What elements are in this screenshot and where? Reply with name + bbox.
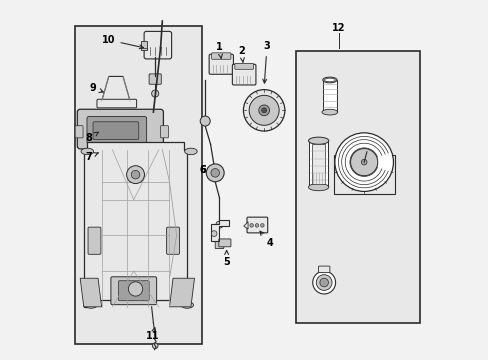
Text: 7: 7 — [85, 152, 98, 162]
Text: 11: 11 — [145, 328, 159, 341]
Circle shape — [128, 282, 142, 296]
FancyBboxPatch shape — [318, 266, 329, 273]
FancyBboxPatch shape — [88, 227, 101, 254]
Ellipse shape — [322, 109, 337, 115]
Ellipse shape — [308, 184, 328, 191]
FancyBboxPatch shape — [144, 31, 171, 59]
FancyBboxPatch shape — [75, 126, 83, 138]
Circle shape — [210, 168, 219, 177]
FancyBboxPatch shape — [77, 109, 163, 149]
Ellipse shape — [181, 302, 193, 308]
FancyBboxPatch shape — [160, 126, 168, 138]
FancyBboxPatch shape — [232, 64, 255, 85]
Circle shape — [334, 133, 393, 192]
Circle shape — [211, 231, 217, 237]
Circle shape — [361, 159, 366, 165]
Polygon shape — [333, 155, 394, 194]
FancyBboxPatch shape — [93, 122, 139, 140]
Bar — [308, 141, 328, 187]
Circle shape — [350, 149, 377, 176]
FancyBboxPatch shape — [218, 239, 230, 247]
FancyBboxPatch shape — [111, 277, 156, 305]
FancyBboxPatch shape — [246, 217, 267, 233]
Bar — [141, 41, 147, 50]
Polygon shape — [244, 222, 247, 229]
Circle shape — [152, 343, 158, 348]
Bar — [311, 144, 325, 184]
Text: 3: 3 — [262, 41, 270, 83]
Bar — [296, 51, 419, 323]
FancyBboxPatch shape — [211, 53, 230, 59]
Text: 6: 6 — [199, 165, 205, 175]
Circle shape — [316, 275, 331, 291]
Bar — [75, 26, 201, 344]
Bar — [323, 80, 336, 112]
Ellipse shape — [324, 78, 335, 82]
FancyBboxPatch shape — [234, 64, 253, 69]
Polygon shape — [83, 143, 187, 307]
Polygon shape — [169, 278, 194, 307]
Circle shape — [243, 90, 285, 131]
Text: 9: 9 — [89, 83, 103, 93]
Polygon shape — [80, 278, 102, 307]
Text: 2: 2 — [238, 46, 244, 62]
Circle shape — [249, 224, 253, 227]
FancyBboxPatch shape — [209, 54, 233, 74]
Circle shape — [319, 278, 328, 287]
Circle shape — [206, 164, 224, 182]
FancyBboxPatch shape — [97, 99, 136, 108]
Circle shape — [261, 108, 266, 113]
FancyBboxPatch shape — [118, 281, 149, 301]
Polygon shape — [210, 220, 229, 241]
Text: 8: 8 — [85, 132, 98, 143]
Polygon shape — [102, 76, 130, 102]
FancyBboxPatch shape — [166, 227, 179, 254]
Ellipse shape — [81, 148, 93, 155]
Circle shape — [216, 221, 223, 228]
Circle shape — [151, 90, 159, 97]
Circle shape — [312, 271, 335, 294]
Text: 12: 12 — [332, 23, 345, 33]
Ellipse shape — [308, 137, 328, 144]
Text: 6: 6 — [199, 165, 205, 175]
Text: 5: 5 — [223, 251, 229, 267]
Circle shape — [200, 116, 210, 126]
FancyBboxPatch shape — [87, 116, 146, 144]
FancyBboxPatch shape — [149, 74, 161, 84]
Ellipse shape — [84, 302, 97, 308]
Circle shape — [131, 170, 140, 179]
Circle shape — [248, 95, 279, 125]
Text: 1: 1 — [216, 42, 223, 58]
Circle shape — [255, 224, 258, 227]
Circle shape — [126, 166, 144, 184]
FancyBboxPatch shape — [215, 241, 224, 249]
Text: 4: 4 — [260, 231, 273, 248]
Circle shape — [258, 105, 269, 116]
Ellipse shape — [184, 148, 197, 155]
Ellipse shape — [322, 77, 336, 83]
Text: 10: 10 — [102, 35, 143, 49]
Circle shape — [260, 224, 264, 227]
